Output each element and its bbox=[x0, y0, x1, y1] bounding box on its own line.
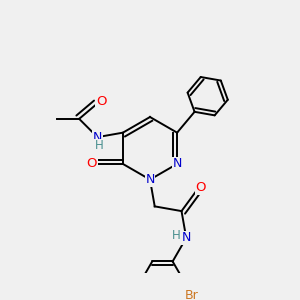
Text: N: N bbox=[182, 231, 191, 244]
Text: O: O bbox=[96, 95, 106, 108]
Text: N: N bbox=[145, 173, 155, 186]
Text: N: N bbox=[93, 130, 102, 144]
Text: Br: Br bbox=[185, 289, 199, 300]
Text: H: H bbox=[95, 139, 103, 152]
Text: O: O bbox=[195, 182, 206, 194]
Text: N: N bbox=[172, 158, 182, 170]
Text: O: O bbox=[86, 158, 97, 170]
Text: H: H bbox=[172, 229, 180, 242]
